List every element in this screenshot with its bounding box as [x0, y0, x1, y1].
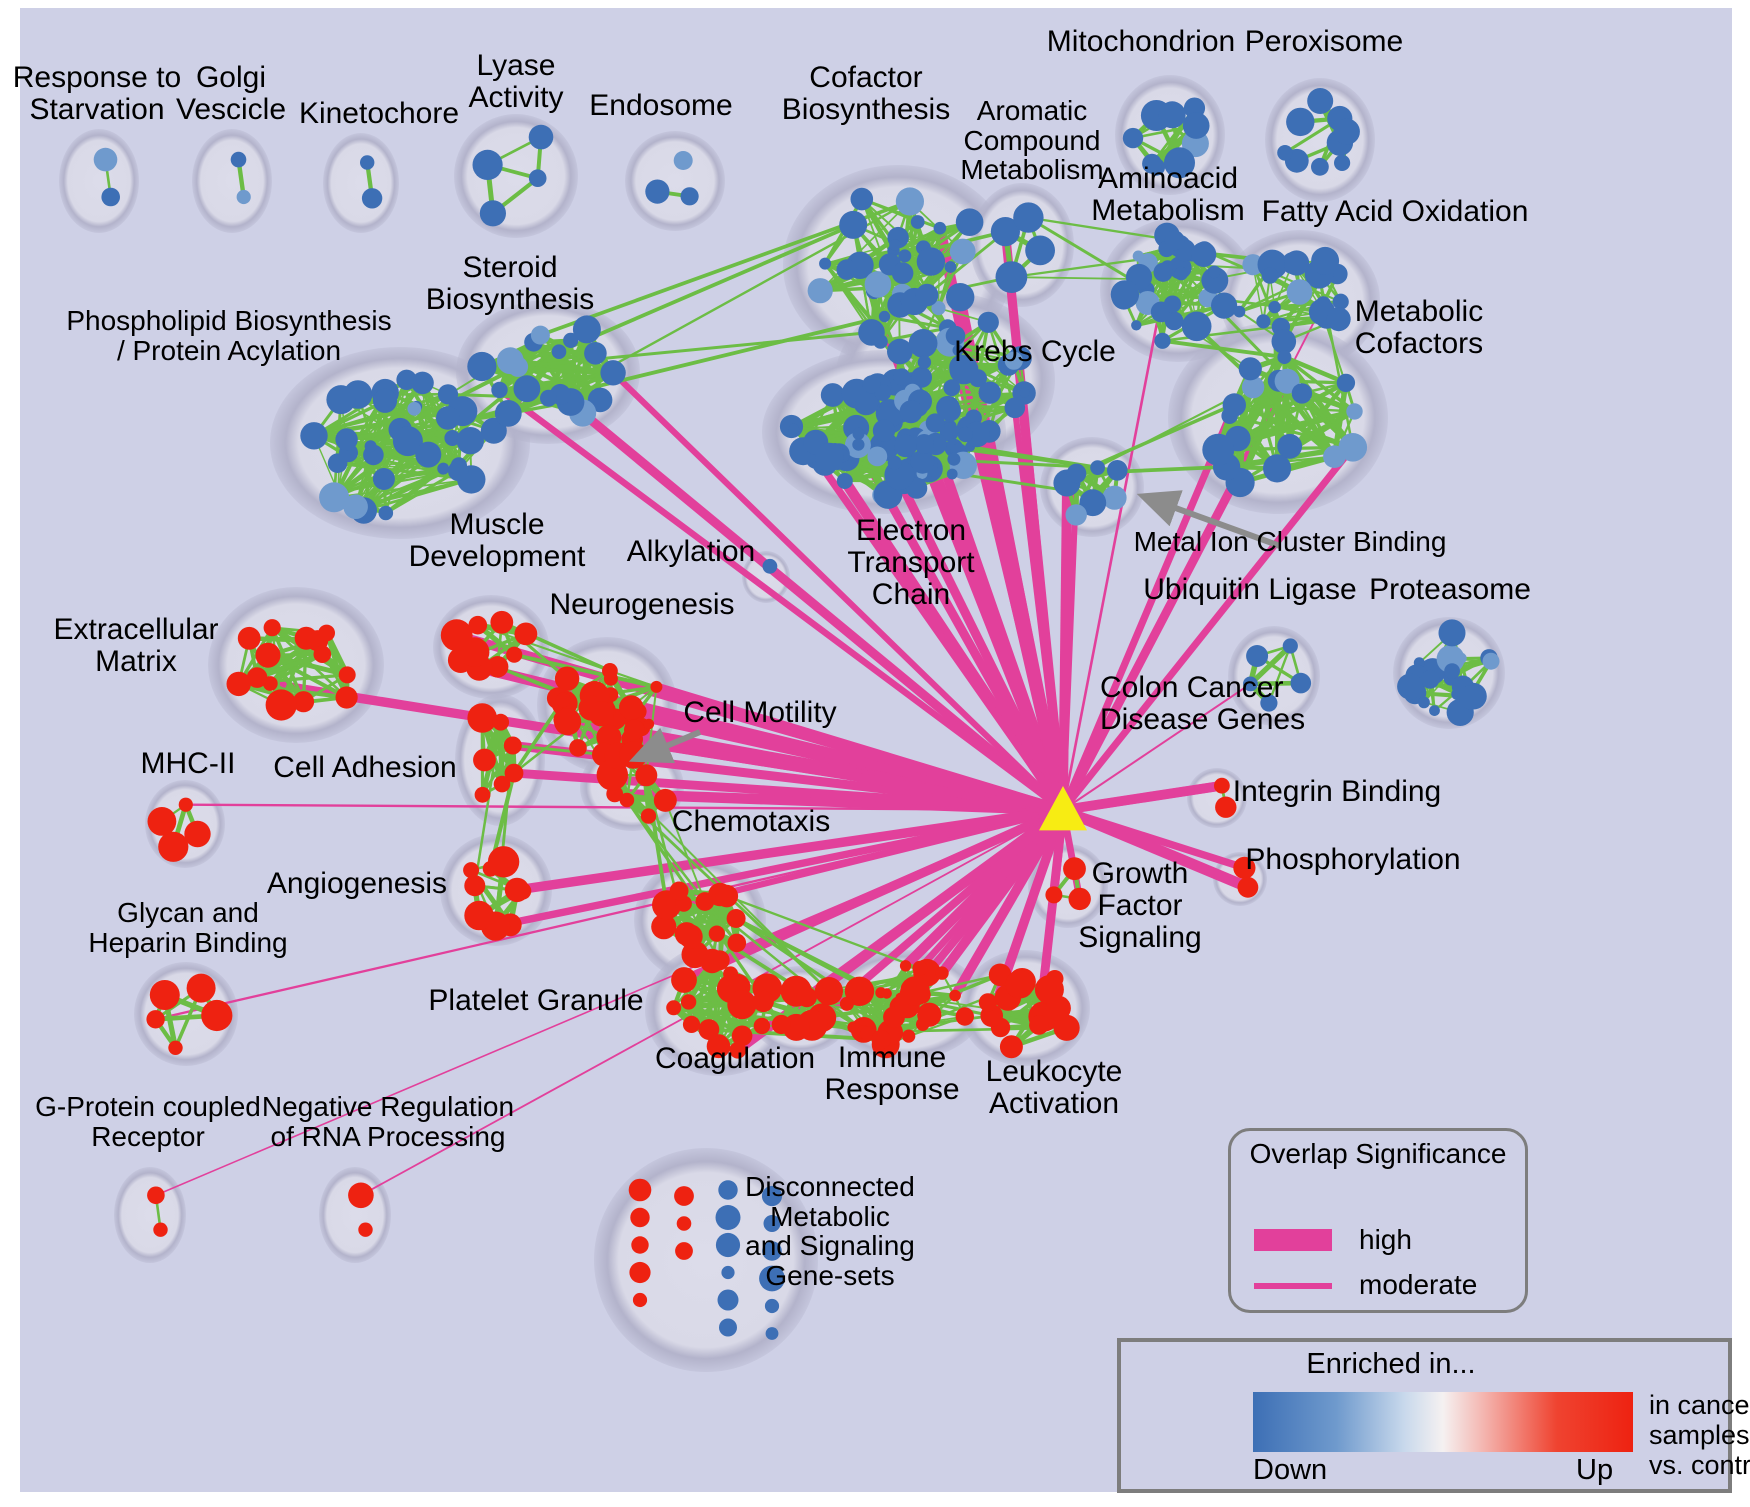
- cluster-label-golgi-vescicle: Golgi Vescicle: [175, 61, 287, 126]
- cluster-label-peroxisome: Peroxisome: [1244, 25, 1404, 58]
- cluster-label-metal-ion-cluster-binding: Metal Ion Cluster Binding: [1133, 526, 1447, 557]
- cluster-label-proteasome: Proteasome: [1369, 573, 1531, 606]
- enrichment-side-note: in cancer samples vs. controls: [1649, 1390, 1750, 1481]
- cluster-label-cofactor-biosynthesis: Cofactor Biosynthesis: [781, 61, 951, 126]
- enrichment-high-label: Up: [1576, 1454, 1614, 1486]
- cluster-label-disconnected-gene-sets: Disconnected Metabolic and Signaling Gen…: [745, 1171, 915, 1292]
- cluster-label-krebs-cycle: Krebs Cycle: [954, 335, 1116, 368]
- enrichment-low-label: Down: [1253, 1454, 1328, 1486]
- cluster-label-platelet-granule: Platelet Granule: [428, 984, 644, 1017]
- cluster-label-kinetochore: Kinetochore: [298, 97, 460, 130]
- cluster-label-negative-regulation-rna-processing: Negative Regulation of RNA Processing: [261, 1091, 515, 1152]
- cluster-label-phospholipid-biosynthesis: Phospholipid Biosynthesis / Protein Acyl…: [66, 305, 392, 366]
- cluster-label-extracellular-matrix: Extracellular Matrix: [53, 613, 219, 678]
- enrichment-colorbar: [1253, 1392, 1633, 1452]
- cluster-label-electron-transport-chain: Electron Transport Chain: [847, 514, 975, 611]
- cluster-label-fatty-acid-oxidation: Fatty Acid Oxidation: [1261, 195, 1529, 228]
- cluster-label-chemotaxis: Chemotaxis: [671, 805, 831, 838]
- cluster-label-glycan-heparin-binding: Glycan and Heparin Binding: [88, 897, 288, 958]
- overlap-significance-legend: Overlap Significance high moderate: [1228, 1128, 1528, 1313]
- cluster-label-cell-motility: Cell Motility: [683, 696, 837, 729]
- overlap-moderate-label: moderate: [1359, 1269, 1478, 1300]
- cluster-label-aminoacid-metabolism: Aminoacid Metabolism: [1091, 162, 1245, 227]
- cluster-label-lyase-activity: Lyase Activity: [468, 49, 564, 114]
- cluster-label-endosome: Endosome: [589, 89, 733, 122]
- overlap-legend-title: Overlap Significance: [1249, 1138, 1507, 1169]
- cluster-label-metabolic-cofactors: Metabolic Cofactors: [1354, 295, 1484, 360]
- cluster-label-response-to-starvation: Response to Starvation: [12, 61, 182, 126]
- cluster-label-muscle-development: Muscle Development: [408, 508, 586, 573]
- cluster-label-steroid-biosynthesis: Steroid Biosynthesis: [425, 251, 595, 316]
- cluster-label-aromatic-compound-metabolism: Aromatic Compound Metabolism: [960, 95, 1104, 186]
- cluster-label-ubiquitin-ligase: Ubiquitin Ligase: [1143, 573, 1357, 606]
- cluster-label-alkylation: Alkylation: [626, 535, 756, 568]
- cluster-label-angiogenesis: Angiogenesis: [266, 867, 448, 900]
- cluster-label-phosphorylation: Phosphorylation: [1245, 843, 1461, 876]
- enrichment-legend-title: Enriched in...: [1306, 1348, 1476, 1380]
- cluster-label-integrin-binding: Integrin Binding: [1232, 775, 1442, 808]
- cluster-label-g-protein-coupled-receptor: G-Protein coupled Receptor: [35, 1091, 261, 1152]
- overlap-high-label: high: [1359, 1224, 1412, 1255]
- overlap-high-swatch: [1254, 1229, 1332, 1251]
- enrichment-legend: Enriched in... Down Up in cancer samples…: [1117, 1338, 1750, 1493]
- cluster-label-cell-adhesion: Cell Adhesion: [273, 751, 457, 784]
- cluster-label-coagulation: Coagulation: [654, 1042, 816, 1075]
- hub-label: Colon Cancer Disease Genes: [1100, 671, 1306, 736]
- cluster-label-mitochondrion: Mitochondrion: [1046, 25, 1236, 58]
- cluster-label-immune-response: Immune Response: [824, 1041, 960, 1106]
- cluster-label-neurogenesis: Neurogenesis: [549, 588, 735, 621]
- cluster-label-leukocyte-activation: Leukocyte Activation: [985, 1055, 1123, 1120]
- cluster-label-growth-factor-signaling: Growth Factor Signaling: [1078, 857, 1202, 954]
- overlap-moderate-swatch: [1254, 1283, 1332, 1289]
- cluster-label-mhc-ii: MHC-II: [140, 747, 236, 780]
